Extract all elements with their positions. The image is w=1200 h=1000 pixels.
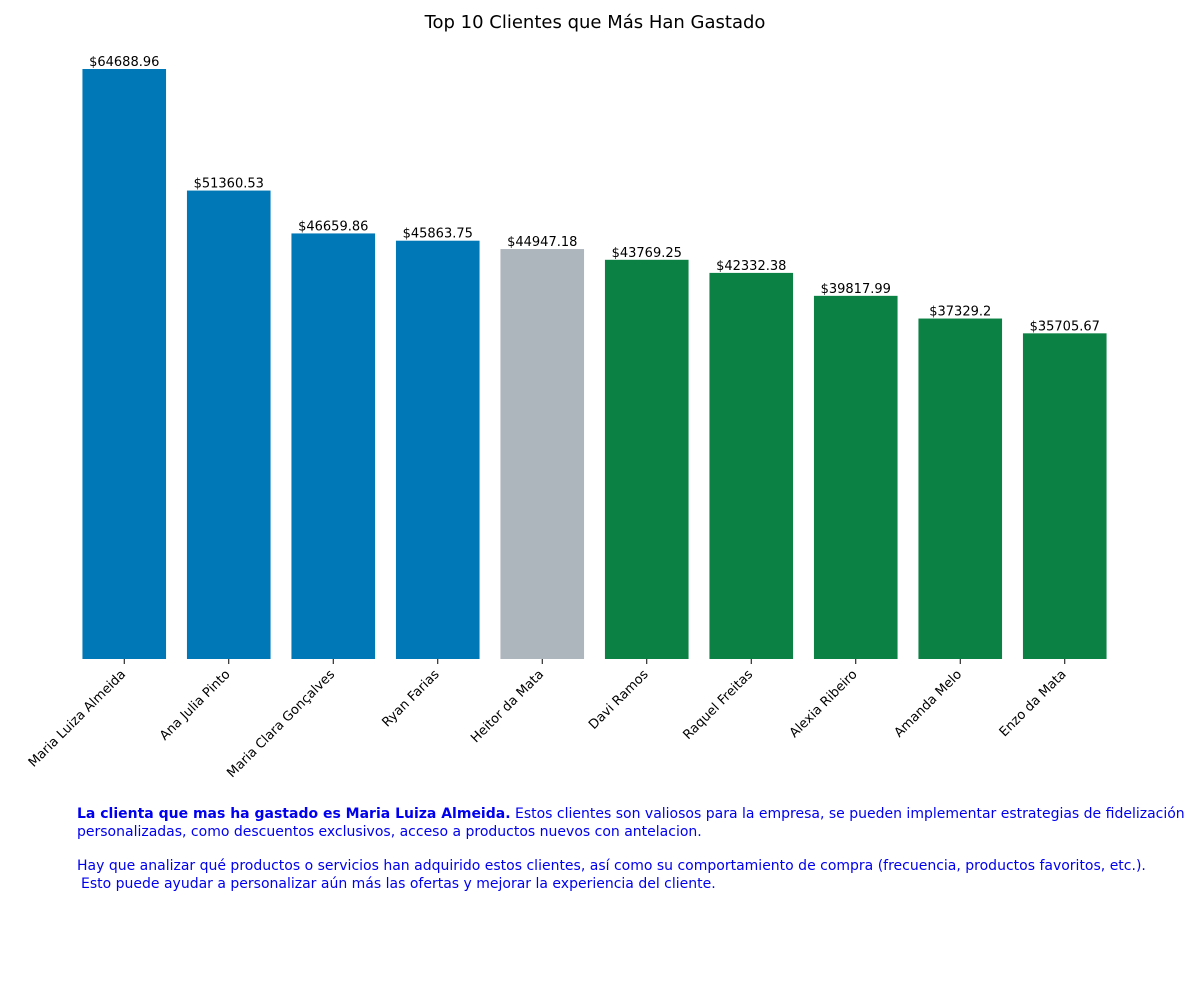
x-tick-label-3: Maria Clara Gonçalves	[224, 667, 338, 781]
value-label-1: $64688.96	[89, 55, 159, 70]
x-tick-label-9: Amanda Melo	[892, 667, 965, 740]
value-label-6: $43769.25	[612, 246, 682, 261]
bar-7	[709, 272, 794, 659]
value-label-9: $37329.2	[929, 305, 991, 320]
x-tick-label-7: Raquel Freitas	[680, 667, 756, 743]
bar-chart: $64688.96 Maria Luiza Almeida $51360.53 Ana…	[26, 55, 1107, 781]
x-tick-label-4: Ryan Farias	[379, 667, 442, 730]
notes-line-2: personalizadas, como descuentos exclusiv…	[77, 824, 702, 840]
bar-5	[500, 249, 585, 659]
value-label-4: $45863.75	[403, 227, 473, 242]
notes-line-4: Esto puede ayudar a personalizar aún más…	[81, 876, 716, 892]
notes-line-1: Estos clientes son valiosos para la empr…	[514, 806, 1185, 822]
x-tick-label-8: Alexia Ribeiro	[787, 667, 861, 741]
x-tick-label-2: Ana Julia Pinto	[157, 667, 233, 743]
x-tick-label-1: Maria Luiza Almeida	[26, 667, 129, 770]
notes-highlight: La clienta que mas ha gastado es Maria L…	[77, 806, 511, 822]
bar-2	[186, 190, 271, 659]
x-tick-label-5: Heitor da Mata	[468, 667, 547, 746]
bar-3	[291, 233, 376, 659]
bar-8	[813, 295, 898, 659]
bar-4	[395, 240, 480, 659]
value-label-8: $39817.99	[821, 282, 891, 297]
chart-title: Top 10 Clientes que Más Han Gastado	[424, 12, 766, 33]
value-label-2: $51360.53	[194, 177, 264, 192]
bar-10	[1022, 333, 1107, 659]
bar-9	[918, 318, 1003, 659]
bar-6	[604, 259, 689, 659]
insight-notes: La clienta que mas ha gastado es Maria L…	[77, 805, 1187, 893]
x-tick-label-6: Davi Ramos	[586, 667, 652, 733]
value-label-7: $42332.38	[716, 259, 786, 274]
value-label-5: $44947.18	[507, 235, 577, 250]
value-label-10: $35705.67	[1030, 319, 1100, 334]
bar-1	[82, 69, 167, 659]
notes-line-3: Hay que analizar qué productos o servici…	[77, 858, 1146, 874]
notes-paragraph-1: La clienta que mas ha gastado es Maria L…	[77, 805, 1187, 823]
x-tick-label-10: Enzo da Mata	[997, 667, 1070, 740]
value-label-3: $46659.86	[298, 219, 368, 234]
